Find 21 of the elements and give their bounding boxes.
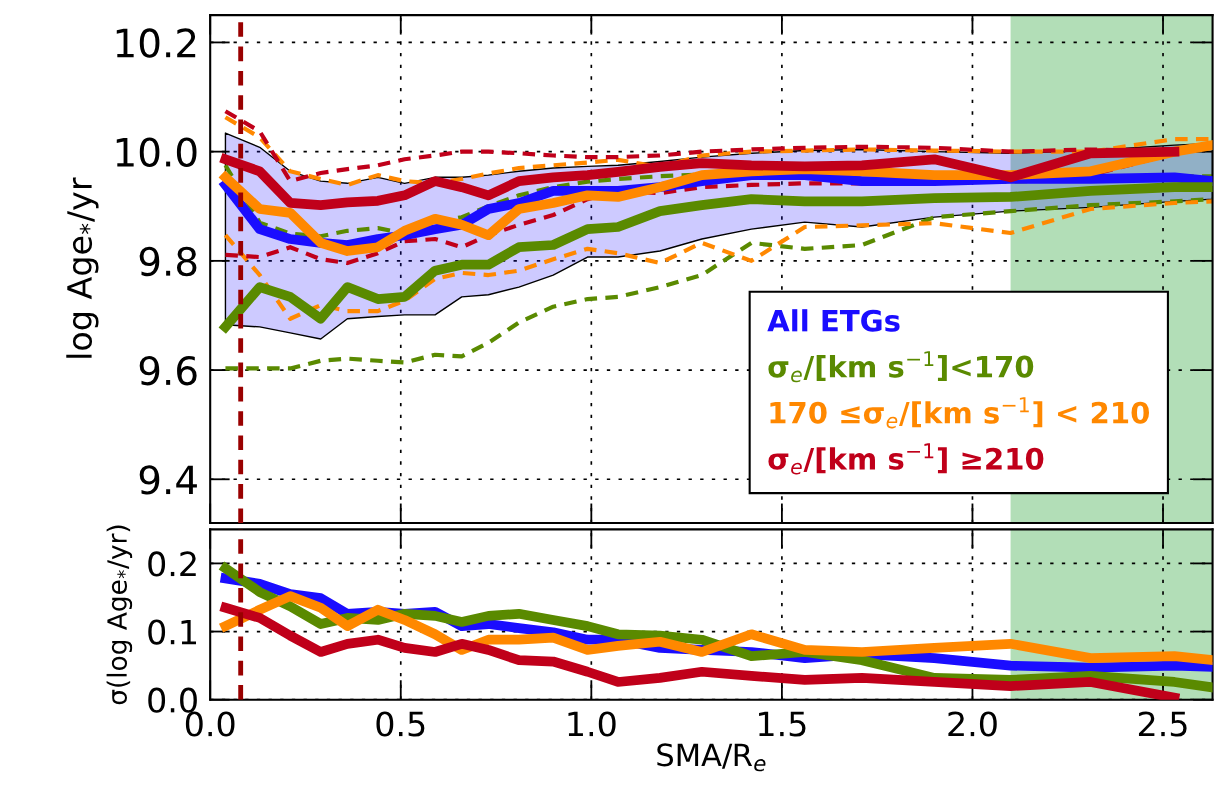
y-tick-label: 9.4 — [139, 465, 197, 495]
text: σ$_{e}$/[km s$^{−1}$] ≥210 — [768, 443, 1044, 475]
text: 170 ≤σ$_{e}$/[km s$^{−1}$] < 210 — [770, 397, 1150, 429]
y-tick-label: 0.0 — [148, 687, 197, 713]
x-tick-label: 0.0 — [185, 711, 235, 737]
y-tick-label: 0.1 — [148, 619, 197, 645]
y-tick-label: 10.2 — [116, 28, 196, 58]
x-tick-label: 2.0 — [948, 711, 997, 737]
y-tick-label: 0.2 — [148, 551, 196, 577]
x-tick-label: 0.5 — [376, 711, 425, 737]
x-tick-label: 1.0 — [568, 711, 616, 737]
y-axis-title: σ(log Age$_{*}$/yr) — [106, 525, 133, 705]
text: All ETGs — [767, 309, 900, 332]
y-tick-label: 9.6 — [139, 355, 197, 386]
text: σ$_{e}$/[km s$^{−1}$]<170 — [768, 351, 1034, 383]
x-tick-label: 2.5 — [1138, 711, 1187, 737]
x-tick-label: 1.5 — [759, 711, 806, 737]
y-tick-label: 10.0 — [116, 137, 197, 167]
y-tick-label: 9.8 — [139, 246, 197, 277]
y-axis-title: log Age$_{*}$/yr — [66, 177, 99, 358]
x-axis-title: SMA/R$_{e}$ — [657, 743, 766, 772]
